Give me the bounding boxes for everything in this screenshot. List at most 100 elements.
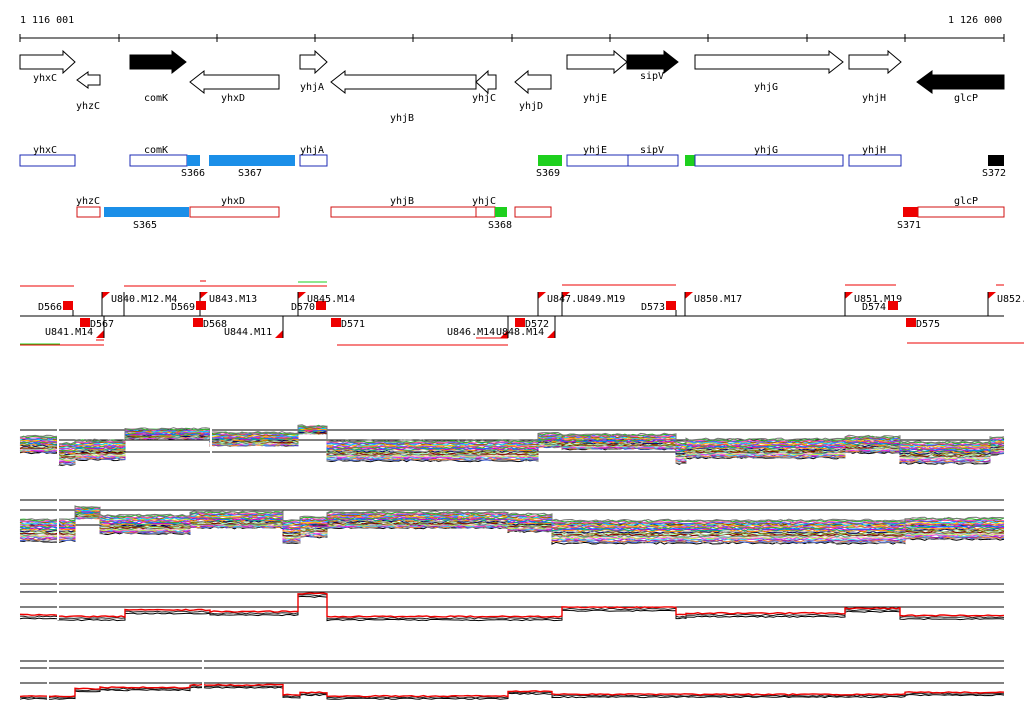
svg-text:D568: D568 bbox=[203, 319, 227, 330]
unit-comK[interactable]: comK bbox=[129, 145, 188, 167]
segment-S372[interactable]: S372 bbox=[982, 155, 1006, 179]
feature-U840-M12-M4[interactable]: U840.M12.M4 bbox=[101, 292, 177, 316]
gene-yhjA[interactable]: yhjA bbox=[299, 49, 328, 93]
gene-glcP[interactable]: glcP bbox=[916, 70, 1005, 104]
feature-U843-M13[interactable]: U843.M13 bbox=[199, 292, 257, 316]
gene-label: comK bbox=[144, 93, 168, 104]
feature-D572[interactable]: D572 bbox=[515, 318, 549, 330]
unit-glcP[interactable]: glcP bbox=[917, 196, 1005, 218]
coordinate-ruler: 1 116 001 1 126 000 bbox=[19, 15, 1005, 42]
unit-yhjD[interactable] bbox=[514, 206, 552, 218]
unit-yhzC[interactable]: yhzC bbox=[76, 196, 101, 218]
gene-label: yhzC bbox=[76, 101, 100, 112]
plus-strand-profiles bbox=[19, 400, 1005, 467]
unit-label: yhzC bbox=[76, 196, 100, 207]
unit-yhjA[interactable]: yhjA bbox=[299, 145, 328, 167]
gene-sipV[interactable]: sipV bbox=[626, 49, 679, 82]
unit-label: yhjH bbox=[862, 145, 886, 156]
svg-text:U850.M17: U850.M17 bbox=[694, 294, 742, 305]
svg-text:U852.: U852. bbox=[997, 294, 1024, 305]
feature-D567[interactable]: D567 bbox=[80, 318, 114, 330]
unit-yhjE[interactable]: yhjE bbox=[566, 145, 629, 167]
unit-label: yhjG bbox=[754, 145, 778, 156]
profile-line bbox=[19, 513, 1005, 535]
segment-S369[interactable]: S369 bbox=[536, 155, 562, 179]
profile-line bbox=[19, 592, 1005, 619]
plus-strand-summary bbox=[19, 560, 1005, 622]
gene-yhjG[interactable]: yhjG bbox=[694, 49, 844, 93]
feature-D575[interactable]: D575 bbox=[906, 318, 940, 330]
feature-U846-M14[interactable]: U846.M14 bbox=[447, 316, 509, 338]
gene-yhjD[interactable]: yhjD bbox=[514, 69, 552, 112]
gene-track: yhxC yhzC comK yhxD yhjA yhjB yhjC yhjD bbox=[19, 49, 1005, 124]
profile-line bbox=[20, 424, 1005, 445]
gene-yhjC[interactable]: yhjC bbox=[472, 69, 497, 104]
feature-U850-M17[interactable]: U850.M17 bbox=[684, 292, 742, 316]
segment-label: S372 bbox=[982, 168, 1006, 179]
profile-line bbox=[19, 685, 1005, 699]
gene-label: yhjH bbox=[862, 93, 886, 104]
unit-yhjC[interactable]: yhjC bbox=[472, 196, 496, 218]
svg-text:U840.M12.M4: U840.M12.M4 bbox=[111, 294, 177, 305]
unit-label: yhjA bbox=[300, 145, 324, 156]
gene-yhzC[interactable]: yhzC bbox=[76, 71, 101, 112]
svg-text:D570: D570 bbox=[291, 302, 315, 313]
unit-sipV[interactable]: sipV bbox=[627, 145, 679, 167]
svg-text:U843.M13: U843.M13 bbox=[209, 294, 257, 305]
feature-U841-M14[interactable]: U841.M14 bbox=[45, 316, 105, 338]
profile-line bbox=[19, 595, 1005, 622]
profile-line bbox=[19, 505, 1005, 522]
ruler-start-label: 1 116 001 bbox=[20, 15, 74, 26]
feature-U851-M19[interactable]: U851.M19 bbox=[844, 292, 902, 316]
feature-D566[interactable]: D566 bbox=[38, 301, 74, 316]
gene-yhjH[interactable]: yhjH bbox=[848, 49, 902, 104]
svg-text:D571: D571 bbox=[341, 319, 365, 330]
feature-spans bbox=[20, 280, 1024, 346]
gene-label: sipV bbox=[640, 71, 664, 82]
feature-U852[interactable]: U852. bbox=[987, 292, 1024, 316]
feature-D568[interactable]: D568 bbox=[193, 318, 227, 330]
unit-label: sipV bbox=[640, 145, 664, 156]
feature-D570[interactable]: D570 bbox=[291, 301, 326, 313]
profile-line bbox=[19, 507, 1005, 525]
feature-D571[interactable]: D571 bbox=[331, 318, 365, 330]
segment-label: S371 bbox=[897, 220, 921, 231]
unit-yhjB[interactable]: yhjB bbox=[330, 196, 477, 218]
segment-S368[interactable]: S368 bbox=[488, 207, 512, 231]
profile-line bbox=[19, 424, 1005, 446]
gene-label: yhjG bbox=[754, 82, 778, 93]
segment-label: S366 bbox=[181, 168, 205, 179]
gene-yhjB[interactable]: yhjB bbox=[330, 69, 477, 124]
gene-label: yhjC bbox=[472, 93, 496, 104]
feature-U844-M11[interactable]: U844.M11 bbox=[224, 316, 284, 338]
segment-green-small[interactable] bbox=[685, 155, 695, 166]
segment-S366[interactable]: S366 bbox=[181, 155, 205, 179]
svg-text:U846.M14: U846.M14 bbox=[447, 327, 495, 338]
feature-U845-M14[interactable]: U845.M14 bbox=[297, 292, 355, 316]
feature-D573[interactable]: D573 bbox=[641, 301, 677, 316]
gene-label: yhjE bbox=[583, 93, 607, 104]
svg-text:D566: D566 bbox=[38, 302, 62, 313]
unit-yhjG[interactable]: yhjG bbox=[694, 145, 844, 167]
svg-text:D572: D572 bbox=[525, 319, 549, 330]
feature-U847-U849-M19[interactable]: U847.U849.M19 bbox=[537, 292, 625, 316]
segment-S365[interactable]: S365 bbox=[104, 207, 189, 231]
segment-S371[interactable]: S371 bbox=[897, 207, 921, 231]
minus-strand-summary bbox=[19, 655, 1005, 700]
feature-D574[interactable]: D574 bbox=[862, 301, 898, 313]
feature-U848-M14[interactable]: U848.M14 bbox=[496, 316, 556, 338]
segment-label: S367 bbox=[238, 168, 262, 179]
segment-S367[interactable]: S367 bbox=[209, 155, 295, 179]
gene-comK[interactable]: comK bbox=[129, 49, 187, 104]
profile-line bbox=[19, 515, 1005, 541]
gene-yhxC[interactable]: yhxC bbox=[19, 49, 76, 84]
unit-yhjH[interactable]: yhjH bbox=[848, 145, 902, 167]
unit-yhxD[interactable]: yhxD bbox=[189, 196, 280, 218]
gene-yhjE[interactable]: yhjE bbox=[566, 49, 628, 104]
feature-D569[interactable]: D569 bbox=[171, 301, 206, 313]
svg-text:U844.M11: U844.M11 bbox=[224, 327, 272, 338]
gene-yhxD[interactable]: yhxD bbox=[189, 69, 280, 104]
svg-text:D575: D575 bbox=[916, 319, 940, 330]
svg-text:D574: D574 bbox=[862, 302, 886, 313]
unit-yhxC[interactable]: yhxC bbox=[19, 145, 76, 167]
